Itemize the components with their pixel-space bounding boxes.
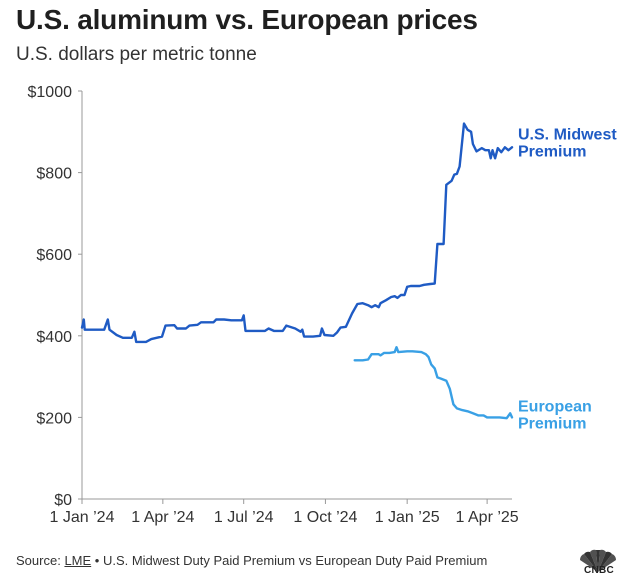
source-label: Source: (16, 553, 61, 568)
y-tick-label: $1000 (28, 84, 73, 101)
line-chart: $0 $200 $400 $600 $800 $1000 1 Jan ’24 1 Apr ’… (28, 84, 618, 526)
source-link[interactable]: LME (64, 553, 92, 568)
y-axis: $0 $200 $400 $600 $800 $1000 (28, 84, 83, 509)
x-tick-label: 1 Oct ’24 (293, 509, 357, 526)
x-axis: 1 Jan ’24 1 Apr ’24 1 Jul ’24 1 Oct ’24 1 Ja… (50, 498, 519, 526)
y-tick-label: $0 (54, 492, 72, 509)
series-lines (80, 122, 514, 420)
cnbc-peacock-icon (579, 549, 617, 572)
y-tick-label: $200 (36, 410, 72, 427)
us-midwest-label: Premium (518, 143, 586, 160)
y-tick-label: $600 (36, 247, 72, 264)
european-label: Premium (518, 415, 586, 432)
source-footer: Source: LME • U.S. Midwest Duty Paid Pre… (16, 553, 487, 568)
us-midwest-label: U.S. Midwest (518, 126, 617, 143)
us-midwest-premium-line (80, 122, 514, 344)
x-tick-label: 1 Apr ’25 (456, 509, 519, 526)
x-tick-label: 1 Jan ’25 (375, 509, 440, 526)
chart-subtitle: U.S. dollars per metric tonne (16, 44, 257, 65)
source-description: • U.S. Midwest Duty Paid Premium vs Euro… (91, 553, 488, 568)
x-tick-label: 1 Apr ’24 (131, 509, 194, 526)
cnbc-logo-text: CNBC (583, 565, 615, 576)
european-premium-line (353, 346, 514, 420)
european-label: European (518, 398, 592, 415)
chart-title: U.S. aluminum vs. European prices (16, 4, 478, 35)
x-tick-label: 1 Jul ’24 (214, 509, 274, 526)
y-tick-label: $800 (36, 166, 72, 183)
y-tick-label: $400 (36, 329, 72, 346)
x-tick-label: 1 Jan ’24 (50, 509, 115, 526)
